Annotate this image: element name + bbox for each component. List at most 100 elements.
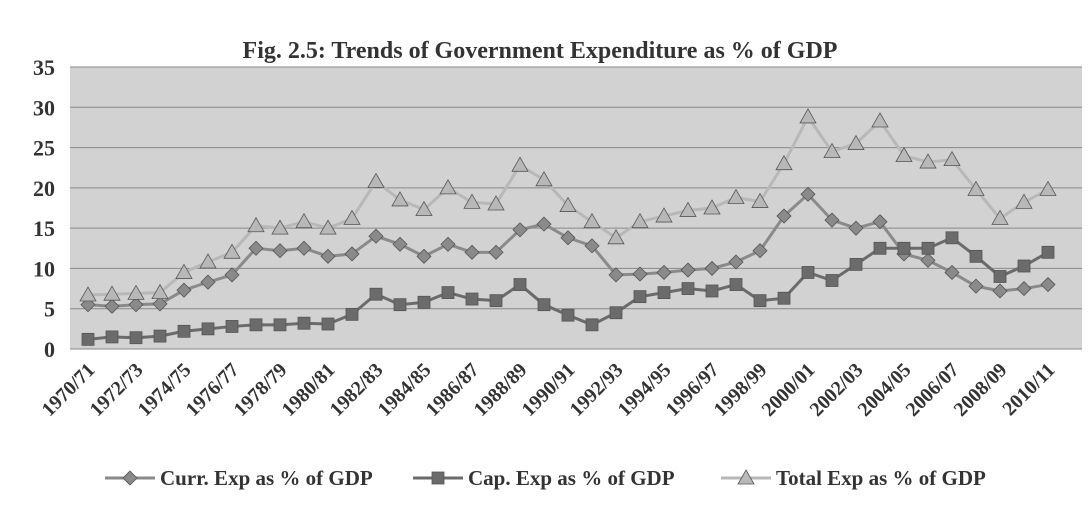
marker — [489, 294, 503, 308]
marker — [1015, 193, 1033, 209]
marker — [272, 243, 288, 259]
marker — [537, 298, 551, 312]
marker — [247, 216, 265, 233]
marker — [488, 244, 504, 260]
marker — [104, 298, 120, 314]
marker — [681, 282, 695, 295]
marker — [873, 241, 887, 255]
marker — [223, 243, 241, 259]
marker — [992, 283, 1008, 299]
marker — [103, 285, 121, 301]
marker — [704, 260, 720, 276]
marker — [752, 243, 768, 259]
marker — [152, 296, 168, 312]
y-tick-label: 10 — [33, 256, 55, 281]
marker — [729, 278, 743, 291]
marker — [129, 331, 143, 345]
marker — [943, 150, 961, 167]
marker — [441, 286, 455, 300]
marker — [249, 318, 263, 332]
y-tick-label: 20 — [33, 176, 55, 201]
legend-marker — [122, 470, 138, 486]
marker — [319, 219, 337, 235]
marker — [439, 179, 457, 195]
marker — [511, 156, 529, 172]
marker — [751, 192, 769, 208]
marker — [535, 170, 553, 187]
marker — [417, 295, 431, 309]
marker — [657, 286, 671, 300]
marker — [824, 212, 840, 228]
marker — [465, 292, 479, 306]
marker — [393, 298, 407, 312]
marker — [1041, 245, 1055, 259]
marker — [391, 191, 409, 207]
marker — [536, 216, 552, 232]
legend-marker — [737, 469, 755, 485]
marker — [679, 201, 697, 217]
marker — [921, 241, 935, 255]
marker — [559, 196, 577, 212]
marker — [823, 142, 841, 159]
marker — [920, 252, 936, 268]
marker — [753, 294, 767, 308]
y-tick-label: 35 — [33, 55, 55, 80]
marker — [177, 324, 191, 338]
marker — [201, 322, 215, 336]
legend-label: Cap. Exp as % of GDP — [468, 466, 675, 490]
marker — [825, 274, 839, 287]
marker — [583, 212, 601, 229]
marker — [967, 180, 985, 196]
legend-label: Total Exp as % of GDP — [776, 466, 986, 490]
marker — [344, 246, 360, 262]
marker — [273, 318, 287, 332]
marker — [271, 219, 289, 235]
marker — [512, 222, 528, 238]
marker — [487, 195, 505, 211]
marker — [991, 209, 1009, 225]
marker — [367, 172, 385, 188]
marker — [631, 212, 649, 229]
marker — [993, 270, 1007, 283]
marker — [199, 253, 217, 269]
marker — [849, 257, 863, 271]
marker — [1016, 281, 1032, 297]
marker — [777, 291, 791, 305]
marker — [225, 320, 239, 333]
marker — [81, 332, 95, 346]
marker — [297, 316, 311, 330]
marker — [656, 264, 672, 281]
legend-label: Curr. Exp as % of GDP — [160, 466, 373, 490]
marker — [345, 307, 359, 321]
y-tick-label: 25 — [33, 136, 55, 161]
marker — [584, 238, 600, 254]
marker — [775, 154, 793, 171]
y-tick-label: 15 — [33, 216, 55, 241]
marker — [368, 228, 384, 244]
marker — [608, 267, 624, 283]
marker — [800, 186, 816, 202]
marker — [728, 254, 744, 270]
marker — [872, 214, 888, 230]
y-tick-label: 0 — [44, 337, 55, 362]
marker — [655, 207, 673, 223]
marker — [464, 244, 480, 260]
marker — [1040, 276, 1056, 293]
marker — [919, 153, 937, 169]
marker — [585, 318, 599, 332]
marker — [895, 146, 913, 163]
y-tick-label: 5 — [44, 297, 55, 322]
marker — [416, 248, 432, 264]
marker — [128, 297, 144, 313]
marker — [79, 286, 97, 302]
marker — [801, 266, 815, 279]
marker — [105, 330, 119, 344]
marker — [561, 308, 575, 322]
marker — [440, 236, 456, 252]
marker — [776, 208, 792, 224]
marker — [321, 317, 335, 331]
marker — [369, 287, 383, 301]
marker — [513, 278, 527, 291]
marker — [1039, 180, 1057, 196]
